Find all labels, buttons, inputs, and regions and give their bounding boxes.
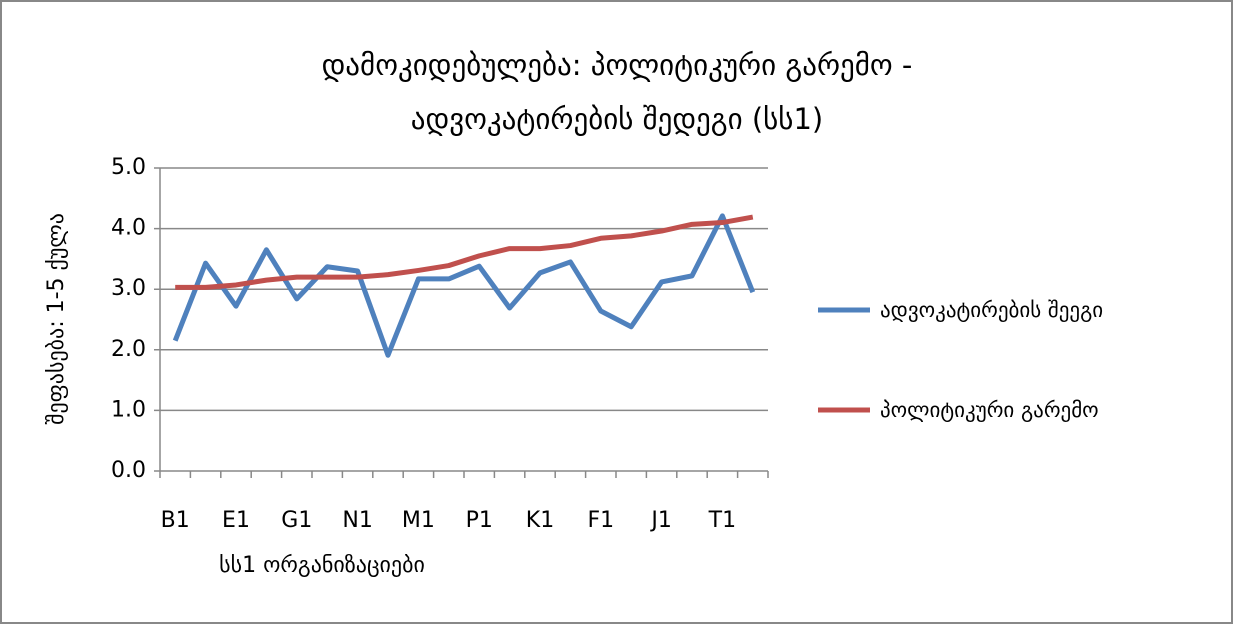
legend-label: ადვოკატირების შეეგი [880, 298, 1104, 322]
y-tick-label: 1.0 [111, 397, 146, 422]
y-axis-label: შეფასება: 1-5 ქულა [44, 213, 69, 425]
y-tick-label: 3.0 [111, 276, 146, 301]
y-tick-label: 5.0 [111, 155, 146, 180]
x-tick-label: M1 [402, 508, 435, 533]
x-tick-label: K1 [526, 508, 554, 533]
series-line [175, 214, 754, 290]
y-tick-label: 2.0 [111, 337, 146, 362]
x-tick-label: F1 [587, 508, 614, 533]
chart-title: დამოკიდებულება: პოლიტიკური გარემო - ადვო… [321, 48, 913, 136]
x-tick-label: J1 [649, 508, 672, 533]
x-tick-label: E1 [222, 508, 250, 533]
x-tick-label: B1 [161, 508, 190, 533]
x-tick-label: P1 [466, 508, 493, 533]
x-tick-label: N1 [342, 508, 372, 533]
x-axis-label: სს1 ორგანიზაციები [219, 553, 425, 578]
x-tick-label: T1 [708, 508, 736, 533]
y-tick-label: 4.0 [111, 216, 146, 241]
y-tick-label: 0.0 [111, 458, 146, 483]
series-line [172, 213, 756, 358]
x-tick-label: G1 [281, 508, 312, 533]
legend-label: პოლიტიკური გარემო [880, 398, 1099, 422]
